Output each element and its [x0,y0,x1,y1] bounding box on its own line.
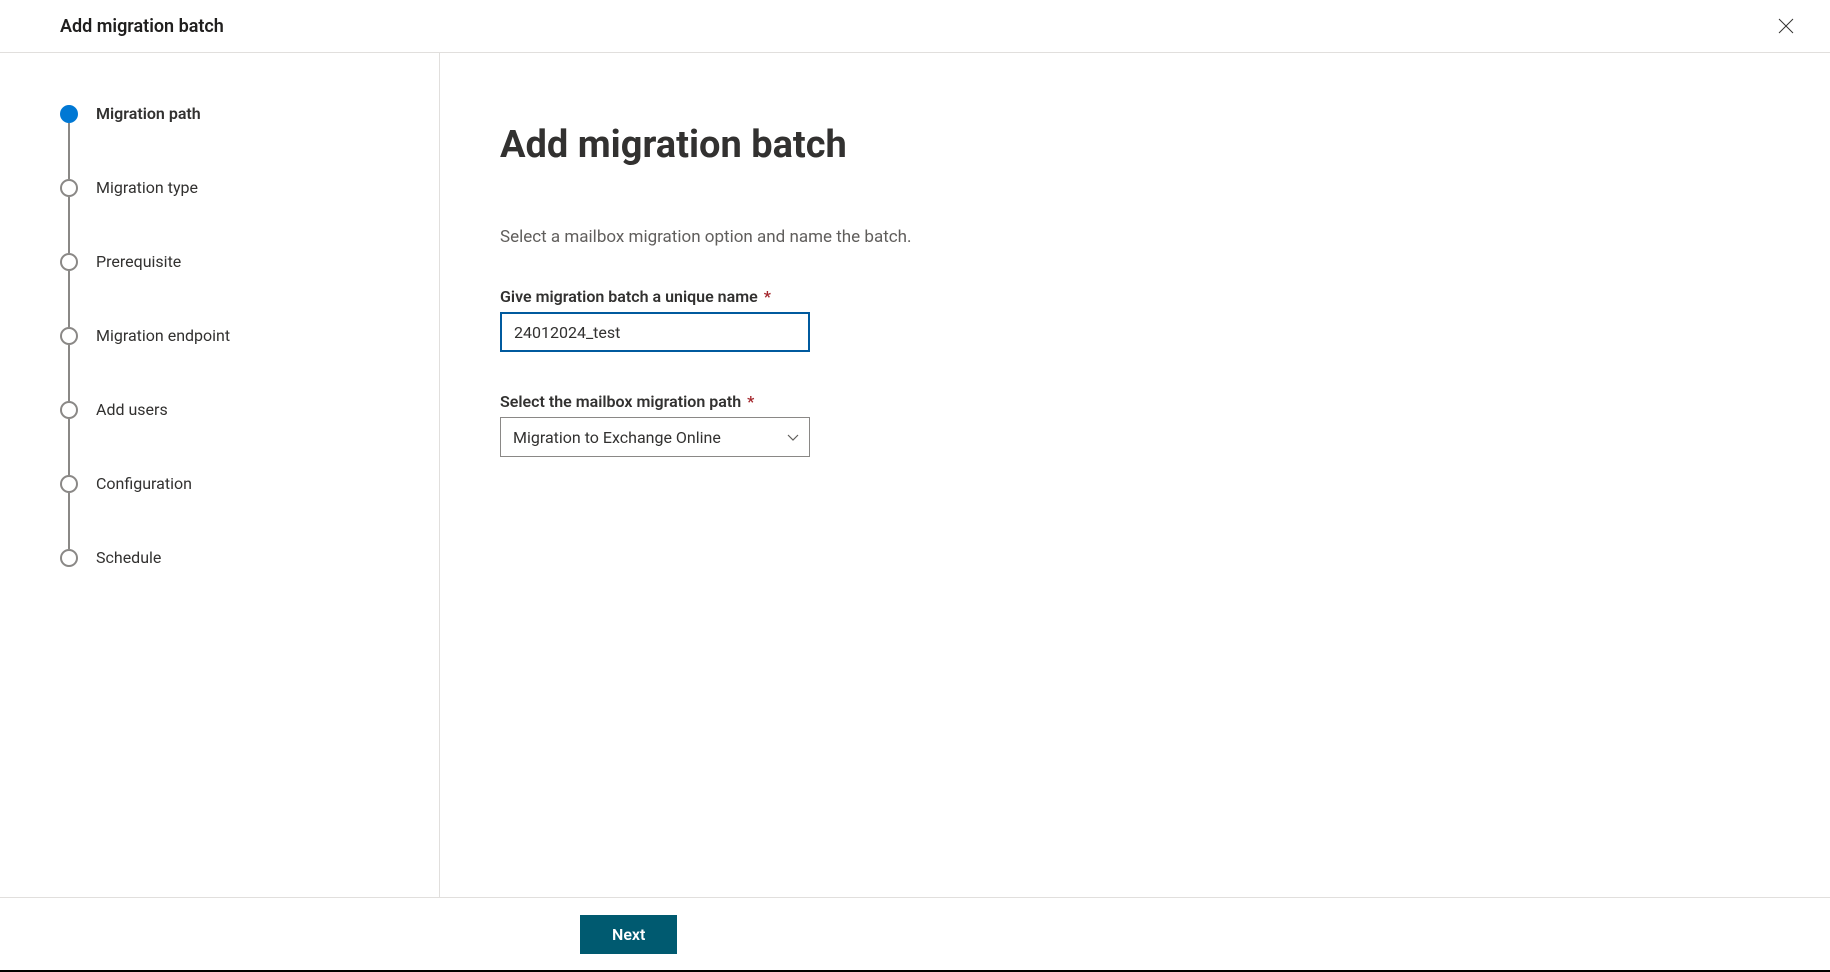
wizard-sidebar: Migration path Migration type Prerequisi… [0,53,440,897]
step-indicator-icon [60,253,78,271]
step-indicator-icon [60,475,78,493]
migration-path-select-wrapper: Migration to Exchange Online [500,417,810,457]
migration-path-label: Select the mailbox migration path * [500,392,1770,411]
migration-path-group: Select the mailbox migration path * Migr… [500,392,1770,457]
batch-name-label-text: Give migration batch a unique name [500,287,758,306]
step-prerequisite[interactable]: Prerequisite [60,251,399,325]
step-label: Migration path [96,103,201,125]
step-connector [68,197,70,253]
step-indicator-icon [60,179,78,197]
step-label: Migration endpoint [96,325,230,347]
step-connector [68,345,70,401]
step-label: Configuration [96,473,192,495]
migration-path-select[interactable]: Migration to Exchange Online [500,417,810,457]
step-indicator-icon [60,327,78,345]
step-connector [68,271,70,327]
step-schedule[interactable]: Schedule [60,547,399,569]
step-indicator-icon [60,105,78,123]
step-migration-path[interactable]: Migration path [60,103,399,177]
step-migration-endpoint[interactable]: Migration endpoint [60,325,399,399]
step-label: Schedule [96,547,161,569]
step-connector [68,123,70,179]
step-configuration[interactable]: Configuration [60,473,399,547]
step-label: Add users [96,399,168,421]
required-marker: * [764,287,771,306]
step-migration-type[interactable]: Migration type [60,177,399,251]
step-connector [68,419,70,475]
dialog-body: Migration path Migration type Prerequisi… [0,53,1830,898]
next-button[interactable]: Next [580,915,677,954]
dialog-title: Add migration batch [60,16,224,37]
batch-name-label: Give migration batch a unique name * [500,287,1770,306]
step-indicator-icon [60,401,78,419]
step-label: Migration type [96,177,198,199]
wizard-content: Add migration batch Select a mailbox mig… [440,53,1830,897]
page-heading: Add migration batch [500,123,1770,167]
wizard-stepper: Migration path Migration type Prerequisi… [60,103,399,569]
step-label: Prerequisite [96,251,181,273]
dialog-header: Add migration batch [0,0,1830,53]
step-connector [68,493,70,549]
step-indicator-icon [60,549,78,567]
step-add-users[interactable]: Add users [60,399,399,473]
page-subtext: Select a mailbox migration option and na… [500,227,1770,247]
close-button[interactable] [1766,6,1806,46]
dialog-footer: Next [0,898,1830,972]
close-icon [1778,18,1794,34]
batch-name-group: Give migration batch a unique name * [500,287,1770,352]
batch-name-input[interactable] [500,312,810,352]
required-marker: * [747,392,754,411]
migration-path-label-text: Select the mailbox migration path [500,392,741,411]
